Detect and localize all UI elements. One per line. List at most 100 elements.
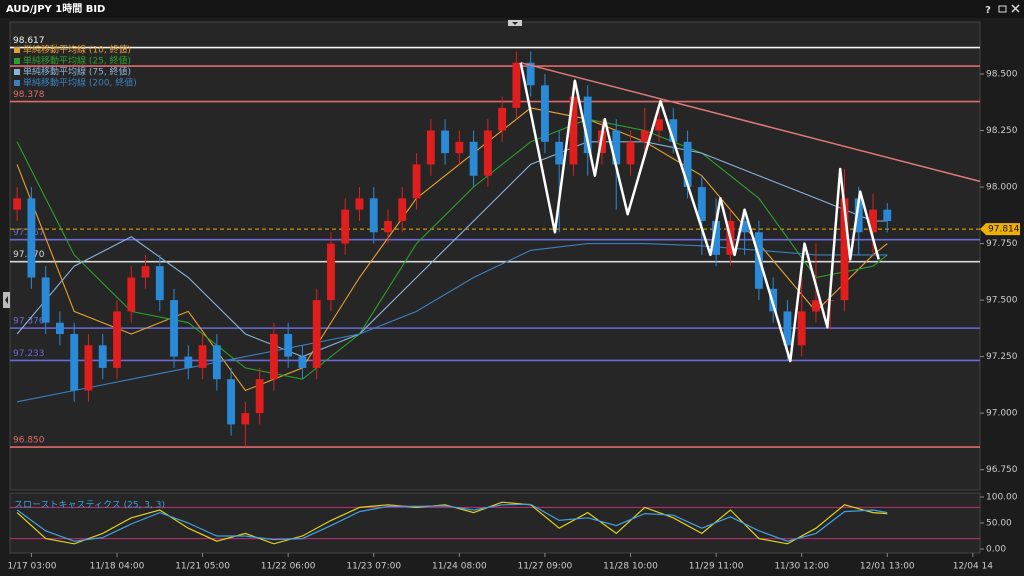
x-tick-label: 12/04 14	[953, 562, 994, 572]
candle-body	[298, 356, 307, 368]
candle-body	[583, 96, 592, 154]
candle-body	[483, 130, 492, 176]
candle-body	[669, 119, 678, 142]
candle-body	[541, 85, 549, 142]
candle-body	[227, 379, 236, 425]
candle-body	[398, 198, 407, 221]
candle-body	[98, 345, 107, 368]
close-icon	[1011, 4, 1020, 13]
candle-body	[512, 62, 521, 108]
candle-body	[184, 356, 193, 368]
window-title: AUD/JPY 1時間 BID	[6, 2, 105, 15]
x-tick-label: 11/29 11:00	[689, 562, 744, 572]
legend-label: 単純移動平均線 (10, 終値)	[23, 44, 131, 56]
candle-body	[312, 300, 321, 368]
legend-swatch	[14, 47, 20, 53]
candle-body	[369, 198, 378, 233]
candle-body	[127, 277, 136, 312]
x-tick-label: 11/22 06:00	[261, 562, 316, 572]
x-tick-label: 11/21 05:00	[175, 562, 230, 572]
y-tick-label: 98.000	[986, 183, 1018, 193]
x-tick-label: 11/28 10:00	[603, 562, 658, 572]
candle-body	[569, 96, 578, 165]
candle-body	[70, 334, 79, 391]
main-plot-area	[9, 21, 981, 491]
candle-body	[441, 130, 449, 154]
y-tick-label: 97.500	[986, 296, 1018, 306]
x-tick-label: 11/30 12:00	[774, 562, 829, 572]
y-tick-label: 97.750	[986, 239, 1018, 249]
candle-body	[626, 141, 635, 165]
current-price-label: 97.814	[988, 225, 1020, 235]
candle-body	[113, 311, 121, 368]
candle-body	[155, 266, 164, 301]
candle-body	[355, 198, 364, 210]
candle-body	[498, 107, 507, 131]
legend-label: 単純移動平均線 (25, 終値)	[23, 55, 131, 67]
zigzag-line	[519, 62, 880, 363]
candle-body	[455, 141, 464, 154]
candle-body	[697, 187, 706, 221]
candle-body	[84, 345, 93, 391]
x-tick-label: 11/18 04:00	[90, 562, 145, 572]
legend-swatch	[14, 80, 20, 86]
x-tick-label: 11/27 09:00	[518, 562, 573, 572]
candle-body	[56, 322, 64, 334]
level-label: 97.233	[13, 349, 45, 359]
level-label: 97.376	[13, 317, 45, 327]
y-tick-label: 97.250	[986, 352, 1018, 362]
candle-body	[412, 164, 421, 199]
x-tick-label: 11/23 07:00	[346, 562, 401, 572]
candle-body	[384, 220, 392, 233]
level-label: 96.850	[13, 436, 45, 446]
candle-body	[241, 413, 250, 425]
x-tick-label: 12/01 13:00	[860, 562, 915, 572]
moving-average	[16, 243, 888, 403]
side-arrow	[5, 296, 8, 304]
legend-swatch	[14, 58, 20, 64]
candle-body	[269, 334, 278, 380]
candle-body	[740, 220, 749, 233]
candle-body	[555, 141, 564, 165]
candle-body	[41, 277, 50, 323]
candle-body	[655, 119, 663, 131]
oscillator-line	[16, 501, 888, 545]
candle-body	[783, 311, 792, 346]
current-price-tag	[980, 223, 1020, 236]
trend-line	[520, 61, 981, 183]
candle-body	[869, 209, 877, 233]
x-tick-label: 11/24 08:00	[432, 562, 487, 572]
candle-body	[469, 141, 478, 176]
candle-body	[141, 266, 150, 278]
legend-label: 単純移動平均線 (75, 終値)	[23, 66, 131, 78]
y-tick-label: 97.000	[986, 409, 1018, 419]
candle-body	[812, 300, 820, 312]
candle-body	[683, 141, 692, 188]
candle-body	[327, 243, 335, 301]
legend-label: 単純移動平均線 (200, 終値)	[23, 77, 137, 89]
candle-body	[797, 311, 806, 346]
candle-body	[426, 130, 435, 165]
candle-body	[27, 198, 36, 278]
candle-body	[284, 334, 293, 357]
legend-swatch	[14, 69, 20, 75]
level-label: 98.378	[13, 90, 45, 100]
candle-body	[883, 209, 892, 221]
maximize-button[interactable]	[998, 5, 1007, 13]
title-bar	[0, 0, 1024, 18]
candle-body	[341, 209, 350, 244]
help-button[interactable]: ?	[985, 5, 991, 16]
candle-body	[255, 379, 264, 414]
moving-average	[16, 141, 888, 358]
x-tick-label: 1/17 03:00	[7, 562, 56, 572]
candle-body	[840, 198, 849, 301]
close-button[interactable]	[1011, 4, 1020, 13]
candle-body	[640, 130, 649, 142]
y-tick-label: 0.00	[986, 544, 1006, 554]
y-tick-label: 50.00	[986, 519, 1012, 529]
candle-body	[526, 62, 535, 86]
y-tick-label: 98.250	[986, 126, 1018, 136]
stochastic-plot-area	[9, 492, 981, 554]
